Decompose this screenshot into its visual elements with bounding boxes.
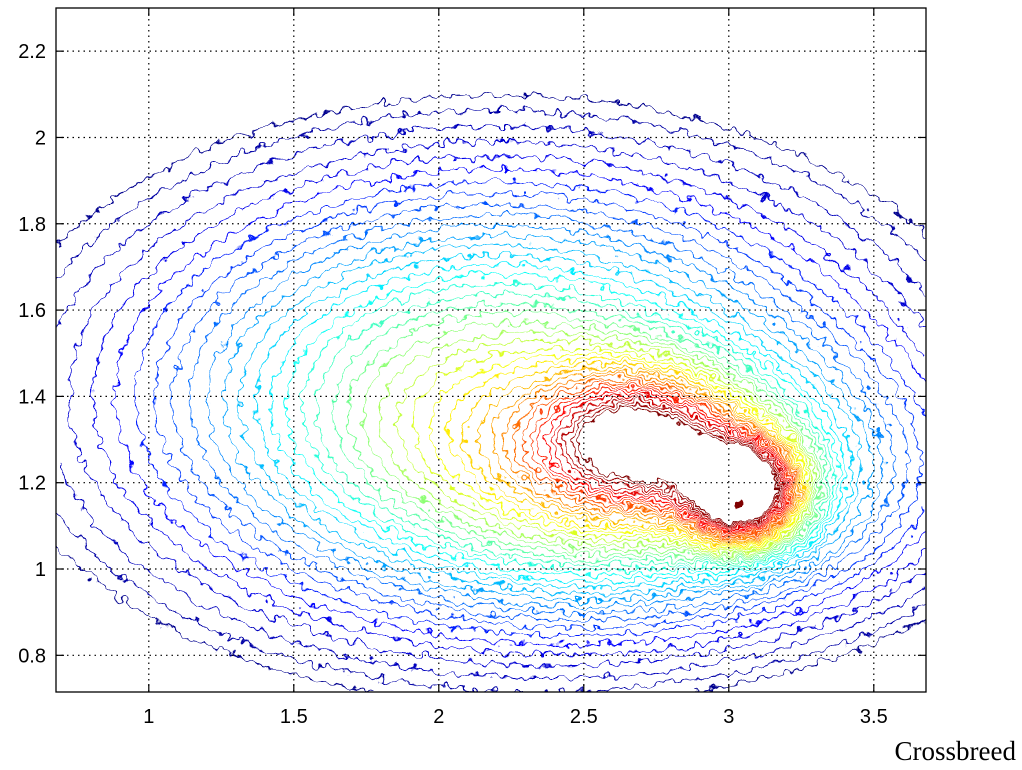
plot-frame bbox=[55, 7, 927, 693]
y-tick-label: 0.8 bbox=[18, 645, 46, 667]
contour-line bbox=[56, 125, 926, 679]
contour-line bbox=[513, 378, 795, 538]
contour-line bbox=[565, 400, 782, 527]
y-tick-label: 1.4 bbox=[18, 386, 46, 408]
contour-line bbox=[502, 374, 797, 540]
x-tick-label: 2.5 bbox=[570, 706, 598, 728]
contour-line bbox=[477, 367, 802, 544]
contour-layer bbox=[56, 94, 926, 692]
contour-line bbox=[172, 203, 909, 621]
contour-line bbox=[545, 391, 788, 532]
axis-ticks bbox=[56, 8, 926, 692]
y-tick-label: 1.8 bbox=[18, 214, 46, 236]
contour-line bbox=[68, 141, 926, 667]
contour-line bbox=[363, 322, 819, 558]
contour-line bbox=[463, 362, 804, 546]
contour-line bbox=[522, 381, 793, 537]
plot-background bbox=[56, 8, 926, 692]
contour-line bbox=[538, 388, 789, 533]
contour-line bbox=[189, 214, 896, 614]
contour-line bbox=[558, 397, 784, 528]
x-tick-label: 1 bbox=[143, 706, 154, 728]
contour-line bbox=[56, 109, 926, 692]
contour-line bbox=[571, 404, 780, 525]
x-tick-labels: 1 1.5 2 2.5 3 3.5 bbox=[143, 706, 887, 728]
density-peak bbox=[736, 500, 745, 509]
contour-line bbox=[347, 312, 823, 561]
contour-line bbox=[301, 283, 835, 572]
contour-line bbox=[412, 347, 811, 551]
contour-line bbox=[92, 155, 926, 656]
contour-line bbox=[530, 384, 791, 535]
contour-line bbox=[491, 371, 799, 542]
contour-line bbox=[446, 358, 806, 547]
y-tick-labels: 0.8 1 1.2 1.4 1.6 1.8 2 2.2 bbox=[18, 41, 46, 667]
contour-line bbox=[285, 273, 840, 577]
y-tick-label: 2.2 bbox=[18, 41, 46, 63]
y-tick-label: 2 bbox=[35, 127, 46, 149]
contour-line bbox=[270, 264, 846, 583]
contour-line bbox=[206, 224, 884, 607]
x-tick-label: 2 bbox=[433, 706, 444, 728]
contour-line bbox=[379, 331, 816, 556]
x-tick-label: 3 bbox=[723, 706, 734, 728]
contour-line bbox=[429, 353, 808, 549]
contour-line bbox=[577, 407, 778, 523]
contour-line bbox=[552, 394, 786, 530]
contour-line bbox=[239, 244, 862, 594]
contour-line bbox=[56, 94, 926, 692]
y-tick-label: 1 bbox=[35, 559, 46, 581]
contour-line bbox=[395, 340, 814, 554]
contour-line bbox=[154, 192, 922, 629]
x-axis-title: Crossbreed bbox=[895, 736, 1017, 766]
contour-line bbox=[223, 234, 872, 601]
x-tick-label: 3.5 bbox=[860, 706, 888, 728]
contour-line bbox=[114, 168, 926, 646]
contour-line bbox=[331, 302, 826, 563]
grid-lines bbox=[56, 8, 926, 692]
contour-line bbox=[316, 293, 830, 566]
y-tick-label: 1.2 bbox=[18, 473, 46, 495]
y-tick-label: 1.6 bbox=[18, 300, 46, 322]
contour-line bbox=[254, 254, 854, 588]
x-tick-label: 1.5 bbox=[280, 706, 308, 728]
